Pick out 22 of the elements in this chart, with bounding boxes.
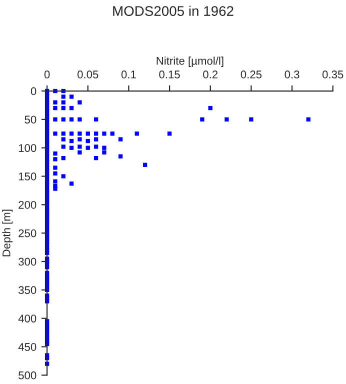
x-tick-label: 0.2 — [203, 70, 218, 78]
y-tick-label: 100 — [18, 144, 36, 152]
y-tick-label: 300 — [18, 258, 36, 266]
x-axis-title: Nitrite [µmol/l] — [156, 56, 224, 67]
y-tick-label: 200 — [18, 200, 36, 209]
y-tick-label: 150 — [18, 172, 36, 180]
x-tick-label: 0.05 — [78, 70, 98, 78]
x-tick-label: 0.35 — [322, 70, 344, 78]
x-tick-label: 0 — [44, 70, 50, 78]
y-tick-label: 450 — [18, 343, 36, 351]
y-tick-label: 350 — [18, 286, 36, 294]
x-tick-label: 0.15 — [159, 70, 180, 78]
y-tick-label: 400 — [18, 314, 36, 322]
y-axis-title: Depth [m] — [2, 210, 13, 256]
y-tick-label: 0 — [30, 87, 36, 96]
x-tick-label: 0.3 — [284, 70, 300, 78]
x-tick-label: 0.1 — [121, 70, 136, 78]
x-tick-label: 0.25 — [240, 70, 262, 78]
y-tick-label: 500 — [18, 371, 36, 380]
y-tick-label: 50 — [24, 116, 36, 124]
chart-title: MODS2005 in 1962 — [113, 6, 234, 16]
y-tick-label: 250 — [18, 229, 36, 238]
